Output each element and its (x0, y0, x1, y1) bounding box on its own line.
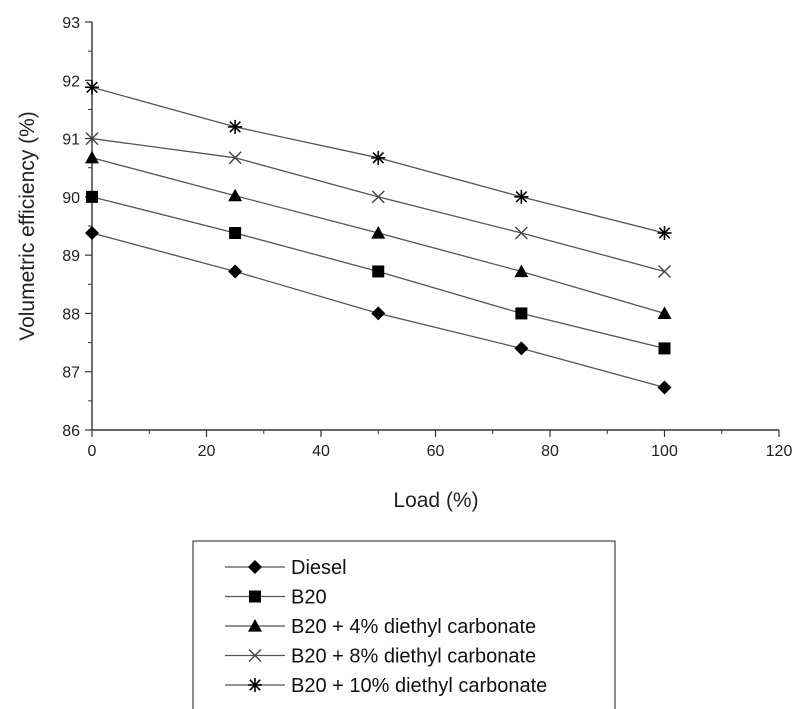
x-tick-label: 100 (651, 443, 678, 460)
data-point (228, 188, 243, 202)
legend-marker (248, 678, 262, 692)
series-4 (85, 132, 671, 278)
x-tick-label: 120 (766, 443, 793, 460)
legend-entry: B20 + 4% diethyl carbonate (225, 616, 536, 638)
data-point (515, 307, 528, 320)
data-point (86, 190, 98, 203)
legend-label: Diesel (291, 557, 347, 579)
legend-label: B20 + 10% diethyl carbonate (291, 675, 547, 697)
data-point (229, 226, 242, 239)
x-tick-label: 80 (541, 443, 559, 460)
y-tick-label: 89 (62, 248, 80, 265)
data-point (85, 225, 99, 240)
data-point (228, 264, 243, 279)
y-tick-label: 86 (62, 423, 80, 440)
legend-label: B20 (291, 587, 327, 609)
data-point (657, 225, 672, 240)
axes-layer: 0 20 40 60 80 100 120 86 87 88 89 90 91 92 93 (62, 15, 792, 460)
y-tick-label: 93 (62, 15, 80, 32)
x-tick-label: 20 (198, 443, 216, 460)
series-layer (85, 80, 672, 395)
data-point (658, 264, 671, 278)
y-tick-label: 87 (62, 365, 80, 382)
x-tick-label: 0 (88, 443, 97, 460)
legend: Diesel B20 B20 + 4% diethyl carbonate B20 +… (192, 540, 616, 709)
data-point (228, 119, 243, 134)
legend-label: B20 + 8% diethyl carbonate (291, 646, 536, 668)
legend-marker (248, 560, 262, 574)
data-point (657, 306, 672, 320)
legend-entry: B20 (225, 587, 327, 609)
data-point (658, 342, 671, 355)
series-3 (85, 150, 672, 320)
data-point (371, 306, 386, 321)
data-point (514, 264, 529, 278)
legend-label: B20 + 4% diethyl carbonate (291, 616, 536, 638)
legend-entry: B20 + 8% diethyl carbonate (225, 646, 536, 668)
legend-marker (248, 649, 262, 662)
data-point (514, 341, 529, 356)
x-tick-label: 60 (427, 443, 445, 460)
y-tick-label: 91 (62, 132, 80, 149)
data-point (228, 151, 242, 165)
y-tick-label: 92 (62, 73, 80, 90)
data-point (514, 189, 529, 204)
data-point (85, 150, 99, 164)
x-axis-title: Load (%) (393, 489, 478, 512)
data-point (514, 226, 528, 240)
data-point (372, 265, 385, 278)
x-tick-label: 40 (312, 443, 330, 460)
data-point (371, 225, 386, 239)
legend-entry: B20 + 10% diethyl carbonate (225, 675, 547, 697)
y-tick-label: 88 (62, 306, 80, 323)
legend-marker (248, 619, 262, 632)
legend-marker (249, 590, 261, 603)
legend-entry: Diesel (225, 557, 347, 579)
data-point (657, 380, 672, 395)
data-point (371, 190, 385, 204)
data-point (85, 132, 99, 146)
series-2 (86, 190, 671, 355)
data-point (85, 80, 99, 95)
y-axis-title: Volumetric efficiency (%) (16, 111, 39, 341)
series-1 (85, 225, 672, 395)
data-point (371, 150, 386, 165)
legend-box (192, 540, 616, 709)
series-5 (85, 80, 672, 240)
y-tick-label: 90 (62, 190, 80, 207)
